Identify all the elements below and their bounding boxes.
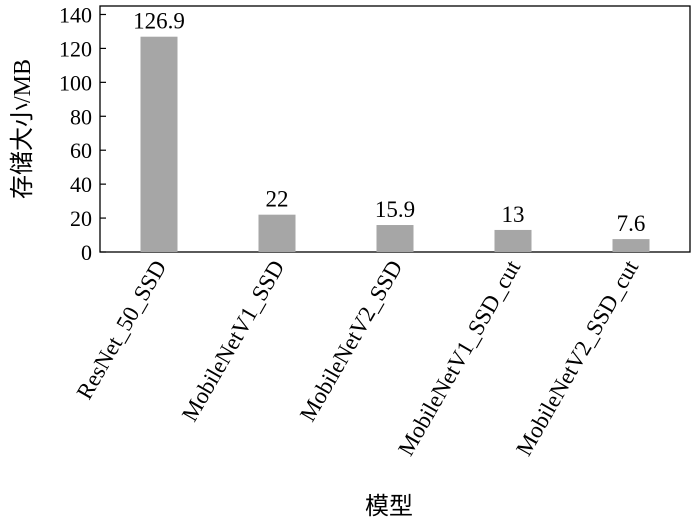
x-tick-label: MobileNetV1_SSD <box>177 256 289 426</box>
bar-MobileNetV1_SSD <box>258 214 296 252</box>
y-tick-label: 40 <box>70 172 92 197</box>
x-tick-label: MobileNetV1_SSD_cut <box>393 255 525 459</box>
data-label: 22 <box>266 187 289 212</box>
data-label: 126.9 <box>133 9 185 34</box>
x-tick-label: MobileNetV2_SSD_cut <box>511 255 643 459</box>
y-tick-label: 20 <box>70 206 92 231</box>
y-tick-label: 80 <box>70 104 92 129</box>
bars <box>140 36 650 253</box>
x-tick-label: ResNet_50_SSD <box>72 256 172 404</box>
y-tick-label: 140 <box>59 2 92 27</box>
bar-ResNet_50_SSD <box>140 36 178 253</box>
data-label: 13 <box>502 202 525 227</box>
y-tick-label: 0 <box>81 240 92 265</box>
bar-MobileNetV2_SSD_cut <box>612 239 650 252</box>
data-labels: 126.9 22 15.9 13 7.6 <box>133 9 645 236</box>
y-axis-ticks: 0 20 40 60 80 100 120 140 <box>59 2 106 265</box>
y-tick-label: 100 <box>59 70 92 95</box>
data-label: 7.6 <box>617 211 646 236</box>
x-tick-label: MobileNetV2_SSD <box>295 256 407 426</box>
bar-MobileNetV2_SSD <box>376 225 414 252</box>
x-axis-tick-labels: ResNet_50_SSD MobileNetV1_SSD MobileNetV2_… <box>72 255 644 459</box>
y-axis-title: 存储大小/MB <box>9 59 36 199</box>
y-tick-label: 60 <box>70 138 92 163</box>
y-tick-label: 120 <box>59 36 92 61</box>
data-label: 15.9 <box>375 197 415 222</box>
bar-MobileNetV1_SSD_cut <box>494 229 532 252</box>
x-axis-title: 模型 <box>365 493 413 520</box>
